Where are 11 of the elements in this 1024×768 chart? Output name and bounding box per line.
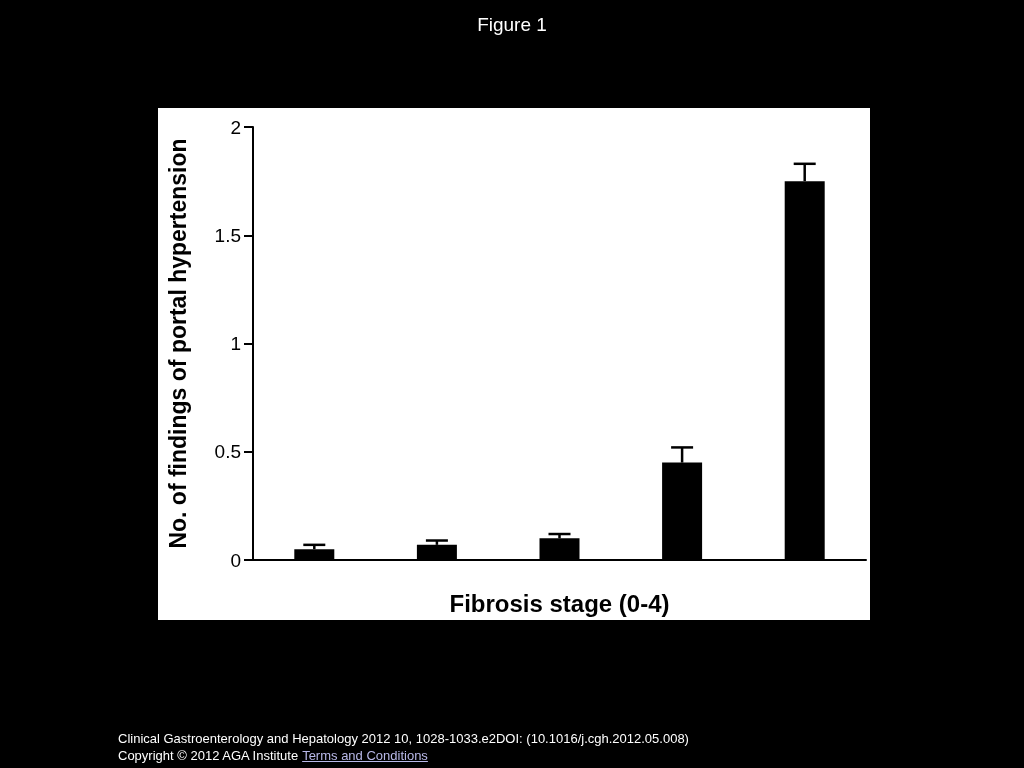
x-axis-title: Fibrosis stage (0-4)	[449, 589, 670, 617]
chart-title: Figure 1	[476, 14, 548, 36]
y-tick-label: 2	[230, 116, 241, 138]
text: Terms and Conditions	[302, 748, 428, 763]
y-tick-label: 0	[230, 549, 241, 571]
y-tick-label: 1.5	[214, 224, 241, 246]
y-axis-title: No. of findings of portal hypertension	[164, 138, 191, 549]
y-tick-label: 0.5	[214, 441, 241, 463]
y-tick-label: 1	[230, 333, 241, 354]
text: Clinical Gastroenterology and Hepatology 2012 10, 1028-1033.e2DOI: (10.1016/j.cgh.2012.05.008)	[118, 730, 689, 747]
text: Copyright © 2012 AGA Institute	[118, 748, 299, 763]
